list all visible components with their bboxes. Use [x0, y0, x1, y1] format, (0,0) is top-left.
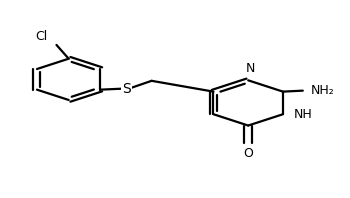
Text: Cl: Cl — [35, 30, 48, 43]
Text: N: N — [245, 62, 255, 75]
Text: NH: NH — [293, 108, 312, 121]
Text: NH₂: NH₂ — [311, 84, 335, 97]
Text: S: S — [122, 82, 131, 96]
Text: O: O — [243, 147, 253, 160]
